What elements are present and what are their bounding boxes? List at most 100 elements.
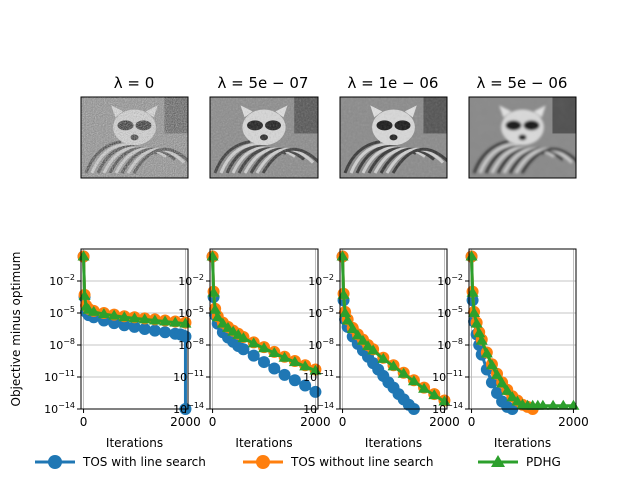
y-tick-label: 10−14: [173, 401, 204, 416]
data-point: [491, 368, 504, 379]
data-point: [473, 327, 486, 338]
image-title-2: λ = 1e − 06: [348, 74, 439, 92]
legend-marker: [491, 455, 505, 467]
data-point: [468, 307, 481, 317]
data-point: [299, 360, 312, 371]
y-tick-label: 10−2: [49, 273, 75, 288]
data-point: [159, 326, 172, 339]
x-tick-label: 0: [468, 415, 476, 429]
data-point: [501, 384, 514, 395]
y-tick-label: 10−14: [303, 401, 334, 416]
data-point: [337, 288, 350, 299]
y-tick-label: 10−8: [178, 337, 204, 352]
raccoon-image-2: [339, 96, 448, 179]
image-panels: [80, 96, 577, 179]
data-point: [346, 323, 359, 333]
x-axis-label: Iterations: [494, 436, 551, 450]
x-tick-label: 2000: [558, 415, 589, 429]
y-tick-label: 10−5: [49, 305, 75, 320]
data-point: [207, 286, 220, 297]
legend-label: PDHG: [526, 455, 561, 469]
data-point: [288, 374, 301, 387]
data-point: [258, 356, 270, 369]
x-tick-label: 0: [209, 415, 217, 429]
plot-panel-1: 10−2 10−5 10−8 10−11 10−14 0 2000 Iterations: [173, 248, 331, 450]
data-point: [258, 342, 270, 353]
raccoon-image-3: [468, 96, 577, 179]
data-point: [118, 319, 131, 332]
data-point: [97, 308, 110, 319]
data-point: [496, 377, 509, 388]
data-point: [485, 359, 498, 370]
y-tick-label: 10−14: [432, 401, 463, 416]
legend: TOS with line search TOS without line sea…: [35, 455, 561, 469]
y-tick-label: 10−11: [303, 369, 334, 384]
data-point: [108, 317, 121, 330]
data-point: [387, 360, 400, 371]
data-point: [159, 315, 172, 326]
data-point: [428, 389, 441, 400]
y-tick-label: 10−2: [178, 273, 204, 288]
y-tick-label: 10−11: [432, 369, 463, 384]
data-point: [418, 382, 431, 393]
data-point: [268, 362, 281, 375]
data-point: [118, 311, 131, 322]
data-point: [138, 323, 151, 335]
image-title-3: λ = 5e − 06: [477, 74, 568, 92]
legend-entry-2: PDHG: [478, 455, 561, 469]
image-title-1: λ = 5e − 07: [218, 74, 309, 92]
data-point: [397, 367, 410, 378]
data-point: [339, 307, 352, 317]
raccoon-image-0: [80, 96, 189, 179]
x-tick-label: 0: [339, 415, 347, 429]
data-point: [470, 317, 483, 328]
data-point: [237, 332, 250, 343]
data-point: [148, 324, 161, 337]
data-point: [407, 375, 420, 386]
data-point: [87, 305, 100, 316]
legend-entry-0: TOS with line search: [35, 455, 206, 469]
data-point: [278, 351, 291, 362]
plot-frame: [468, 248, 577, 410]
data-point: [108, 309, 121, 320]
data-point: [138, 313, 151, 324]
x-tick-label: 0: [80, 415, 88, 429]
data-point: [216, 317, 229, 328]
plot-frame: [339, 248, 448, 410]
data-point: [247, 349, 260, 362]
x-tick-label: 2000: [300, 415, 331, 429]
data-point: [547, 399, 560, 410]
x-axis-label: Iterations: [365, 436, 422, 450]
y-tick-label: 10−8: [49, 337, 75, 352]
x-tick-label: 2000: [170, 415, 201, 429]
data-point: [356, 334, 369, 345]
y-tick-label: 10−8: [437, 337, 463, 352]
data-point: [506, 391, 519, 402]
x-axis-label: Iterations: [106, 436, 163, 450]
data-point: [309, 385, 322, 398]
data-point: [299, 379, 312, 392]
y-tick-label: 10−14: [44, 401, 75, 416]
plot-panel-0: 10−2 10−5 10−8 10−11 10−14 0 2000 Iterations: [44, 248, 201, 450]
data-point: [128, 312, 141, 323]
y-tick-label: 10−5: [437, 305, 463, 320]
data-point: [362, 340, 375, 351]
y-axis-label: Objective minus optimum: [9, 252, 23, 407]
data-point: [557, 399, 570, 410]
data-point: [169, 316, 182, 327]
data-point: [237, 343, 250, 356]
data-point: [475, 334, 488, 345]
data-point: [278, 368, 291, 381]
legend-marker: [48, 455, 62, 469]
data-point: [288, 356, 301, 367]
data-point: [268, 347, 281, 357]
plot-frame: [209, 248, 319, 410]
plot-frame: [80, 248, 189, 410]
y-tick-label: 10−11: [173, 369, 204, 384]
data-point: [377, 352, 390, 363]
data-point: [128, 320, 141, 333]
data-point: [536, 399, 549, 410]
data-point: [480, 347, 493, 358]
legend-label: TOS with line search: [82, 455, 206, 469]
